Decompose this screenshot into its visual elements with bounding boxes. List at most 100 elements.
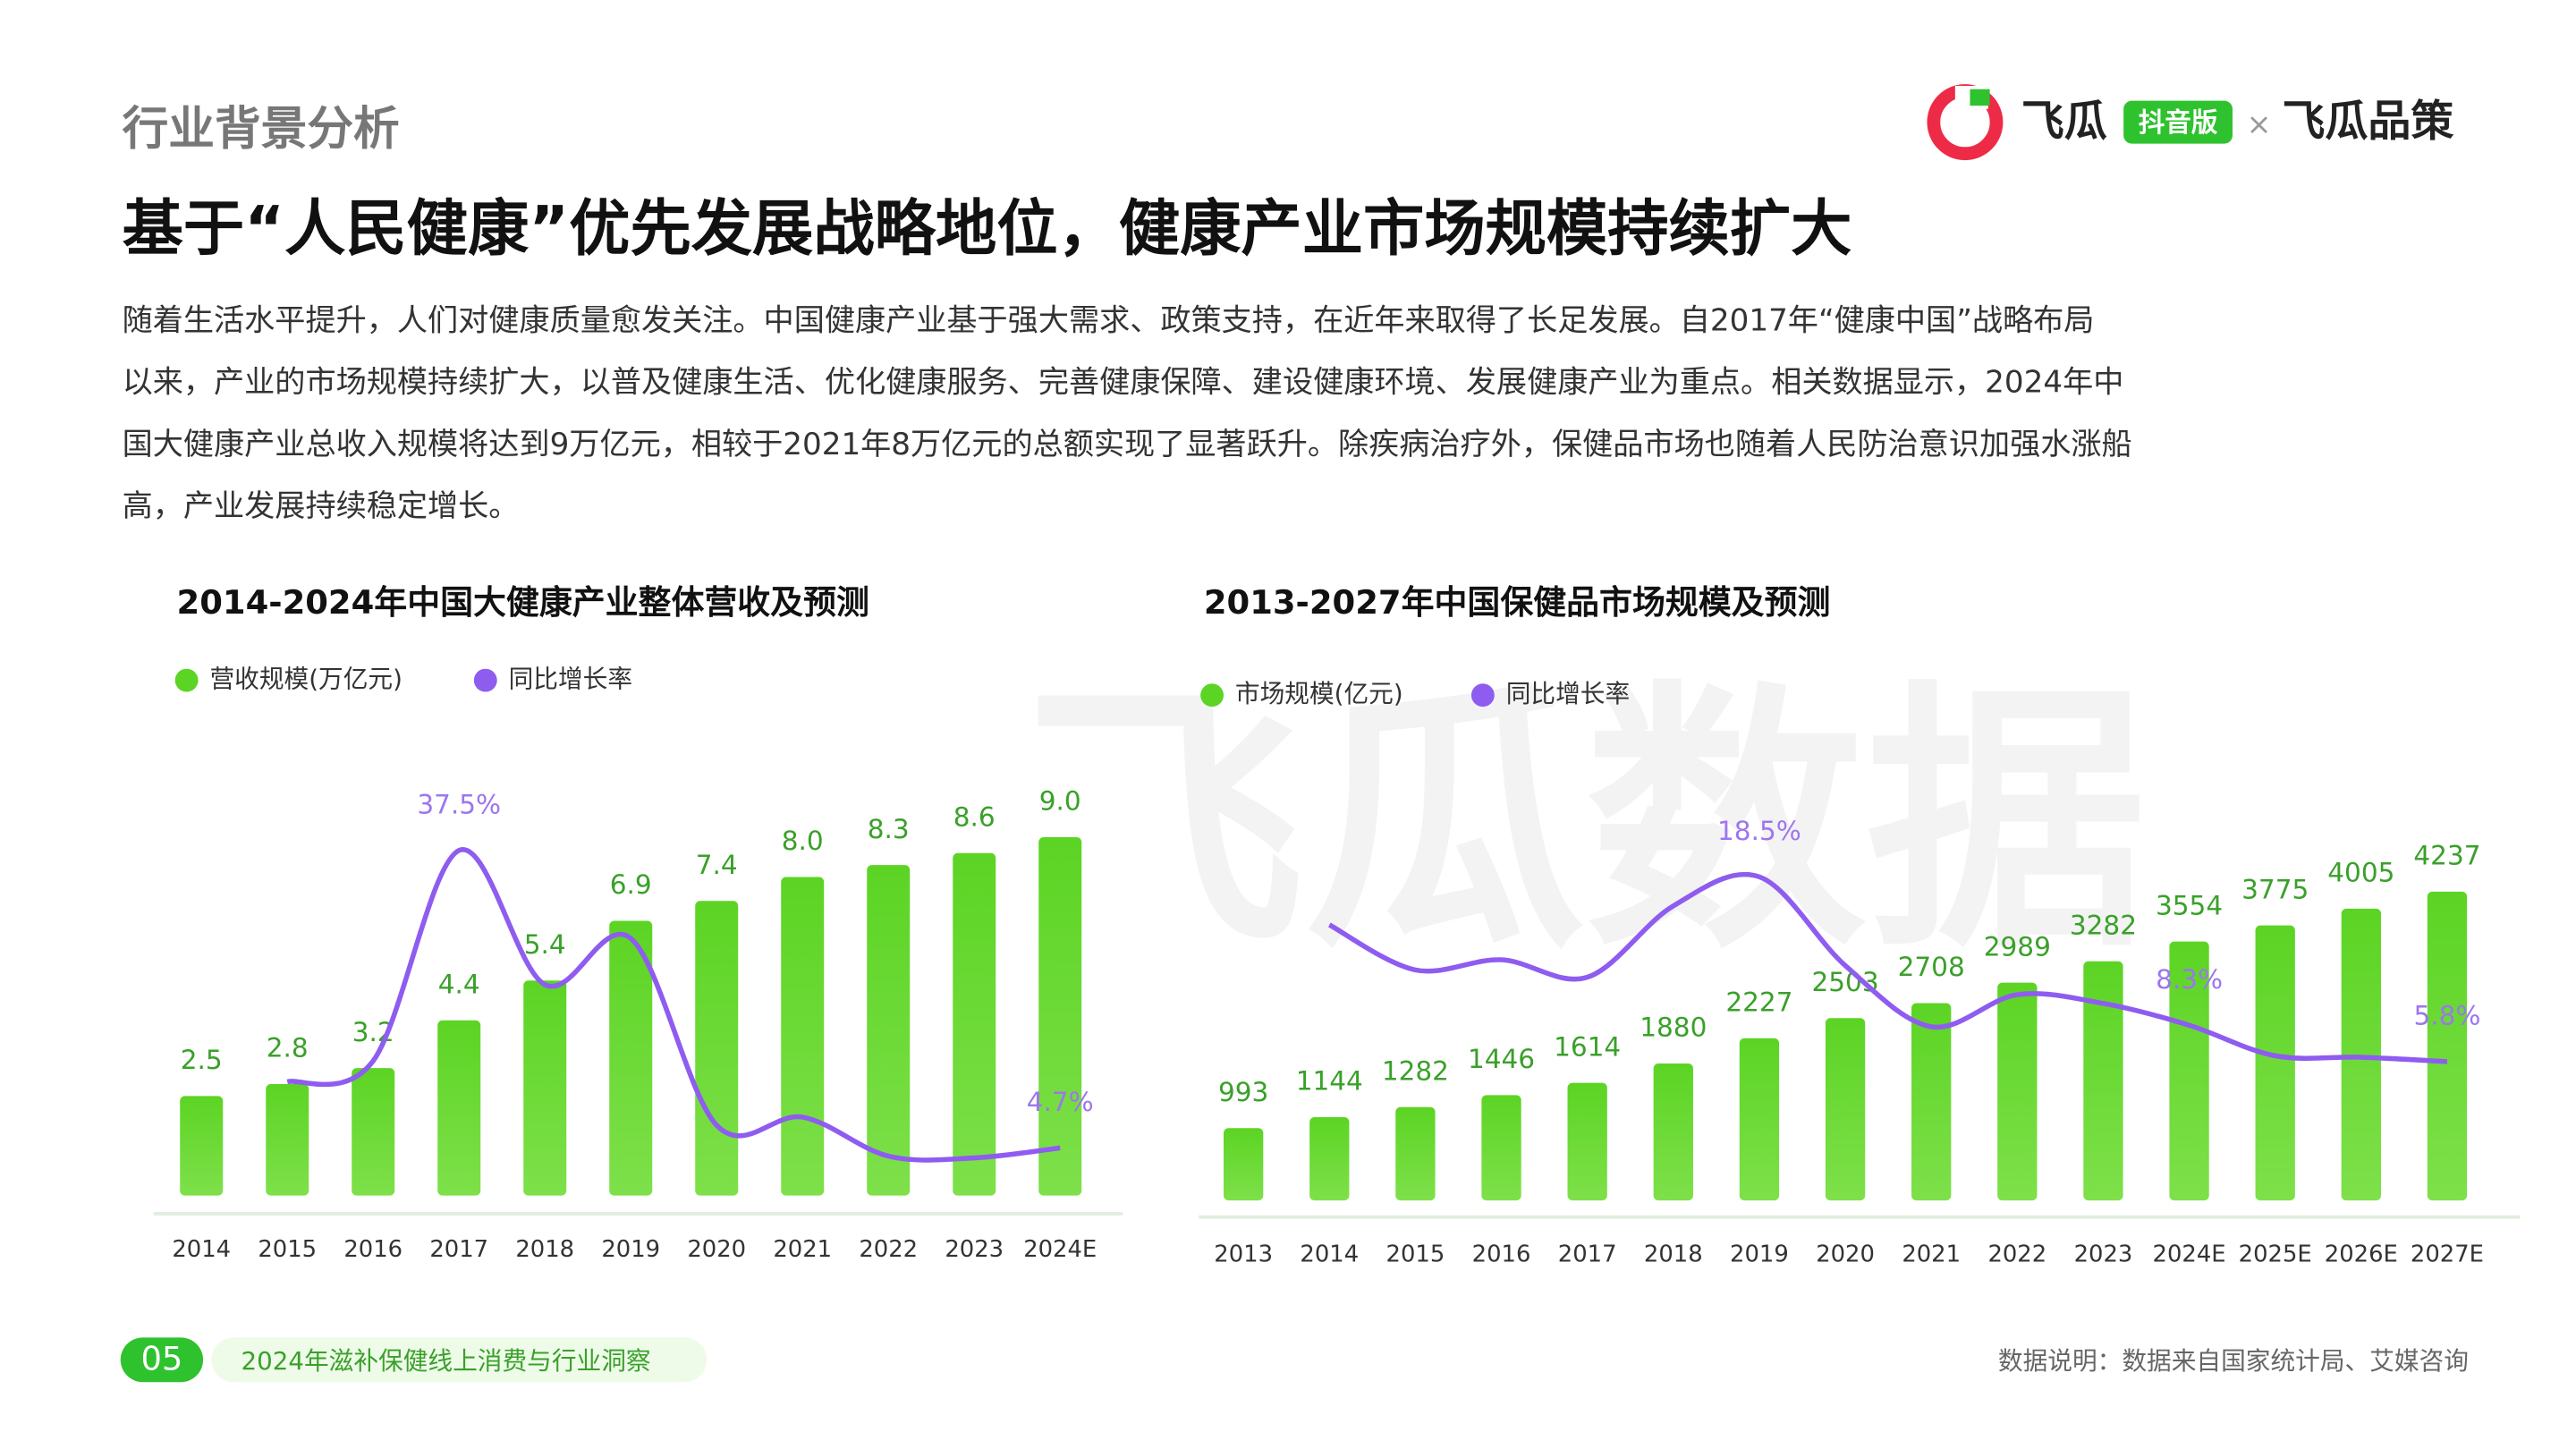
bar-value-label: 8.0 [782, 826, 824, 856]
bar [1481, 1095, 1521, 1201]
logo-badge-bg [2123, 100, 2233, 144]
x-tick-label: 2020 [687, 1236, 746, 1263]
line-value-label: 5.8% [2413, 1001, 2480, 1031]
legend-label: 营收规模(万亿元) [209, 665, 402, 694]
x-tick-label: 2023 [2074, 1241, 2133, 1268]
x-tick-label: 2019 [601, 1236, 660, 1263]
bar [2083, 961, 2123, 1201]
bar [266, 1083, 309, 1196]
x-tick-label: 2024E [1023, 1236, 1097, 1263]
x-tick-label: 2021 [1902, 1241, 1961, 1268]
x-tick-label: 2016 [1472, 1241, 1531, 1268]
x-tick-label: 2018 [515, 1236, 574, 1263]
bar-value-label: 3282 [2070, 910, 2137, 940]
page-badge [120, 1337, 204, 1383]
bar [2255, 925, 2295, 1201]
x-tick-label: 2027E [2411, 1241, 2484, 1268]
bar [523, 980, 567, 1196]
x-tick-label: 2015 [258, 1236, 317, 1263]
bar-value-label: 2503 [1811, 967, 1878, 997]
legend-swatch [473, 668, 497, 692]
bar-value-label: 3554 [2156, 890, 2223, 920]
line-value-label: 8.3% [2156, 964, 2223, 995]
bar [1653, 1063, 1693, 1201]
source-note: 数据说明：数据来自国家统计局、艾媒咨询 [1998, 1346, 2469, 1376]
bar [953, 852, 996, 1196]
intro-line: 高，产业发展持续稳定增长。 [123, 488, 520, 524]
x-tick-label: 2019 [1730, 1241, 1789, 1268]
section-title: 行业背景分析 [123, 103, 400, 157]
x-tick-label: 2016 [343, 1236, 402, 1263]
intro-line: 国大健康产业总收入规模将达到9万亿元，相较于2021年8万亿元的总额实现了显著跃… [123, 427, 2132, 462]
x-tick-label: 2022 [1987, 1241, 2046, 1268]
line-value-label: 18.5% [1717, 816, 1801, 846]
bar [609, 920, 653, 1196]
growth-line [286, 847, 1061, 1163]
bar-value-label: 1880 [1640, 1013, 1707, 1043]
legend-label: 同比增长率 [1506, 679, 1630, 708]
chart-title: 2013-2027年中国保健品市场规模及预测 [1204, 583, 1831, 622]
bar-value-label: 8.3 [868, 814, 910, 844]
bar [1567, 1082, 1607, 1201]
bar-value-label: 5.4 [524, 929, 566, 960]
bar-value-label: 1614 [1554, 1031, 1621, 1062]
bar [2341, 908, 2381, 1201]
x-tick-label: 2015 [1386, 1241, 1445, 1268]
bar [867, 865, 911, 1196]
x-tick-label: 2021 [773, 1236, 832, 1263]
report-pill [211, 1337, 708, 1383]
page-number: 05 [140, 1340, 182, 1378]
growth-line [1327, 871, 2448, 1064]
bar-value-label: 2989 [1984, 931, 2051, 962]
logo-partner: 飞瓜品策 [2282, 96, 2453, 146]
bar-value-label: 9.0 [1039, 786, 1081, 817]
bar-value-label: 4005 [2327, 858, 2394, 888]
bar-value-label: 6.9 [610, 869, 652, 900]
x-tick-label: 2014 [172, 1236, 231, 1263]
bar [695, 901, 739, 1196]
intro-line: 以来，产业的市场规模持续扩大，以普及健康生活、优化健康服务、完善健康保障、建设健… [123, 365, 2124, 401]
bar [781, 877, 825, 1196]
logo-badge: 抖音版 [2139, 107, 2218, 138]
line-value-label: 37.5% [417, 789, 501, 819]
x-tick-label: 2017 [429, 1236, 488, 1263]
bar-value-label: 993 [1218, 1077, 1268, 1107]
bar [2427, 891, 2468, 1201]
bar [1309, 1116, 1350, 1201]
logo-leaf [1970, 89, 1990, 106]
x-tick-label: 2023 [945, 1236, 1004, 1263]
bar [1224, 1128, 1264, 1201]
bar-value-label: 1446 [1468, 1044, 1535, 1074]
legend-label: 市场规模(亿元) [1235, 679, 1403, 708]
x-tick-label: 2024E [2153, 1241, 2226, 1268]
x-tick-label: 2022 [859, 1236, 918, 1263]
main-title: 基于“人民健康”优先发展战略地位，健康产业市场规模持续扩大 [123, 194, 1852, 265]
bar-value-label: 8.6 [953, 802, 996, 833]
bar-value-label: 2.8 [267, 1033, 309, 1063]
legend-swatch [1470, 683, 1495, 708]
x-tick-label: 2017 [1558, 1241, 1617, 1268]
intro-line: 随着生活水平提升，人们对健康质量愈发关注。中国健康产业基于强大需求、政策支持，在… [123, 303, 2095, 339]
bar [437, 1020, 481, 1196]
bar-value-label: 3775 [2241, 874, 2309, 904]
line-value-label: 4.7% [1027, 1087, 1094, 1117]
bar [1038, 837, 1082, 1196]
legend-label: 同比增长率 [509, 665, 632, 694]
x-tick-label: 2026E [2325, 1241, 2398, 1268]
bar [1997, 982, 2038, 1201]
bar [352, 1068, 395, 1196]
bar-value-label: 4237 [2413, 841, 2480, 871]
x-tick-label: 2020 [1816, 1241, 1875, 1268]
bar [1395, 1106, 1436, 1201]
watermark: 飞瓜数据 [1024, 659, 2147, 986]
bar [1739, 1038, 1780, 1201]
x-tick-label: 2014 [1300, 1241, 1359, 1268]
report-name: 2024年滋补保健线上消费与行业洞察 [242, 1346, 651, 1376]
bar-value-label: 1144 [1296, 1066, 1363, 1097]
bar-value-label: 2.5 [181, 1045, 223, 1075]
bar-value-label: 7.4 [696, 850, 738, 880]
x-tick-label: 2018 [1644, 1241, 1703, 1268]
logo-cross: × [2247, 106, 2272, 141]
